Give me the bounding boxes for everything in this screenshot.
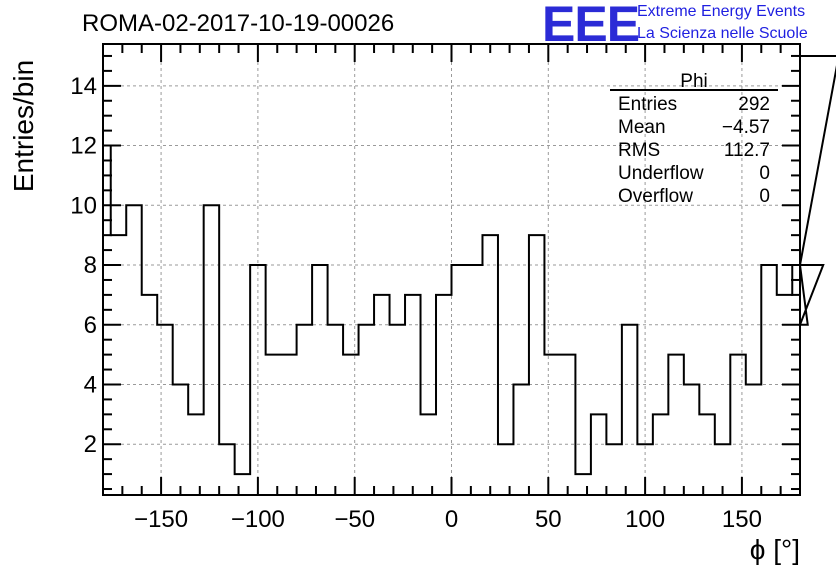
x-tick-label: −50 xyxy=(334,506,375,533)
histogram-bin xyxy=(591,414,606,495)
histogram-bin xyxy=(560,355,575,495)
x-tick-label: 150 xyxy=(722,506,762,533)
histogram-bin xyxy=(421,414,436,495)
stats-label: Entries xyxy=(618,94,677,115)
y-tick-label: 4 xyxy=(84,371,97,398)
histogram-bin xyxy=(111,235,126,495)
histogram-bin xyxy=(157,325,172,495)
histogram-bin xyxy=(312,265,327,495)
stats-value: 0 xyxy=(759,163,770,184)
histogram-bin xyxy=(544,355,559,495)
histogram-bin xyxy=(390,325,405,495)
histogram-bin xyxy=(575,474,590,495)
histogram-bin xyxy=(746,384,761,495)
x-axis-label: ϕ [°] xyxy=(749,534,800,565)
stats-label: Mean xyxy=(618,117,666,138)
stats-value: 0 xyxy=(759,186,770,207)
histogram-bin xyxy=(498,444,513,495)
x-tick-label: −100 xyxy=(231,506,285,533)
histogram-bin xyxy=(359,325,374,495)
histogram-bin xyxy=(281,355,296,495)
histogram-bin xyxy=(761,265,776,495)
stats-box: Phi Entries 292 Mean −4.57 RMS 112.7 Underflow… xyxy=(610,71,778,207)
x-tick-label: 0 xyxy=(445,506,458,533)
histogram-bin xyxy=(328,325,343,495)
y-tick-label: 14 xyxy=(70,73,97,100)
histogram-layer xyxy=(103,54,836,495)
stats-label: Underflow xyxy=(618,163,704,184)
histogram-bin xyxy=(297,325,312,495)
logo-line-2: La Scienza nelle Scuole xyxy=(637,25,808,42)
histogram-bin xyxy=(219,444,234,495)
histogram-bin xyxy=(188,414,203,495)
y-tick-label: 8 xyxy=(84,252,97,279)
histogram-bin xyxy=(343,355,358,495)
y-tick-label: 12 xyxy=(70,133,97,160)
run-title: ROMA-02-2017-10-19-00026 xyxy=(82,10,395,37)
x-tick-label: 100 xyxy=(625,506,665,533)
histogram-bin xyxy=(513,384,528,495)
histogram-bin xyxy=(452,265,467,495)
histogram-step-line xyxy=(103,54,836,476)
histogram-bin xyxy=(482,235,497,495)
y-tick-label: 10 xyxy=(70,192,97,219)
histogram-bin xyxy=(730,355,745,495)
histogram-bin xyxy=(653,414,668,495)
histogram-bin xyxy=(699,414,714,495)
stats-title: Phi xyxy=(680,71,707,92)
histogram-bin xyxy=(529,235,544,495)
tick-labels-layer: −150 −100 −50 0 50 100 150 2 4 6 8 10 12 14 xyxy=(70,73,762,533)
histogram-bin xyxy=(126,205,141,495)
histogram-bin xyxy=(405,295,420,495)
histogram-bin xyxy=(606,444,621,495)
histogram-bin xyxy=(204,205,219,495)
y-tick-label: 6 xyxy=(84,312,97,339)
histogram-bin xyxy=(436,295,451,495)
histogram-bin xyxy=(235,474,250,495)
histogram-bin xyxy=(792,265,800,495)
stats-value: 292 xyxy=(738,94,770,115)
histogram-bin xyxy=(266,355,281,495)
histogram-bin xyxy=(622,325,637,495)
ticks-layer xyxy=(102,44,801,495)
histogram-bin xyxy=(684,384,699,495)
histogram-bin xyxy=(668,355,683,495)
stats-value: 112.7 xyxy=(724,140,770,161)
x-tick-label: 50 xyxy=(535,506,562,533)
stats-label: RMS xyxy=(618,140,660,161)
y-tick-label: 2 xyxy=(84,431,97,458)
histogram-bin xyxy=(142,295,157,495)
stats-label: Overflow xyxy=(618,186,693,207)
x-tick-label: −150 xyxy=(134,506,188,533)
stats-value: −4.57 xyxy=(722,117,770,138)
logo-line-1: Extreme Energy Events xyxy=(637,3,806,20)
histogram-bin xyxy=(467,265,482,495)
histogram-bin xyxy=(173,384,188,495)
